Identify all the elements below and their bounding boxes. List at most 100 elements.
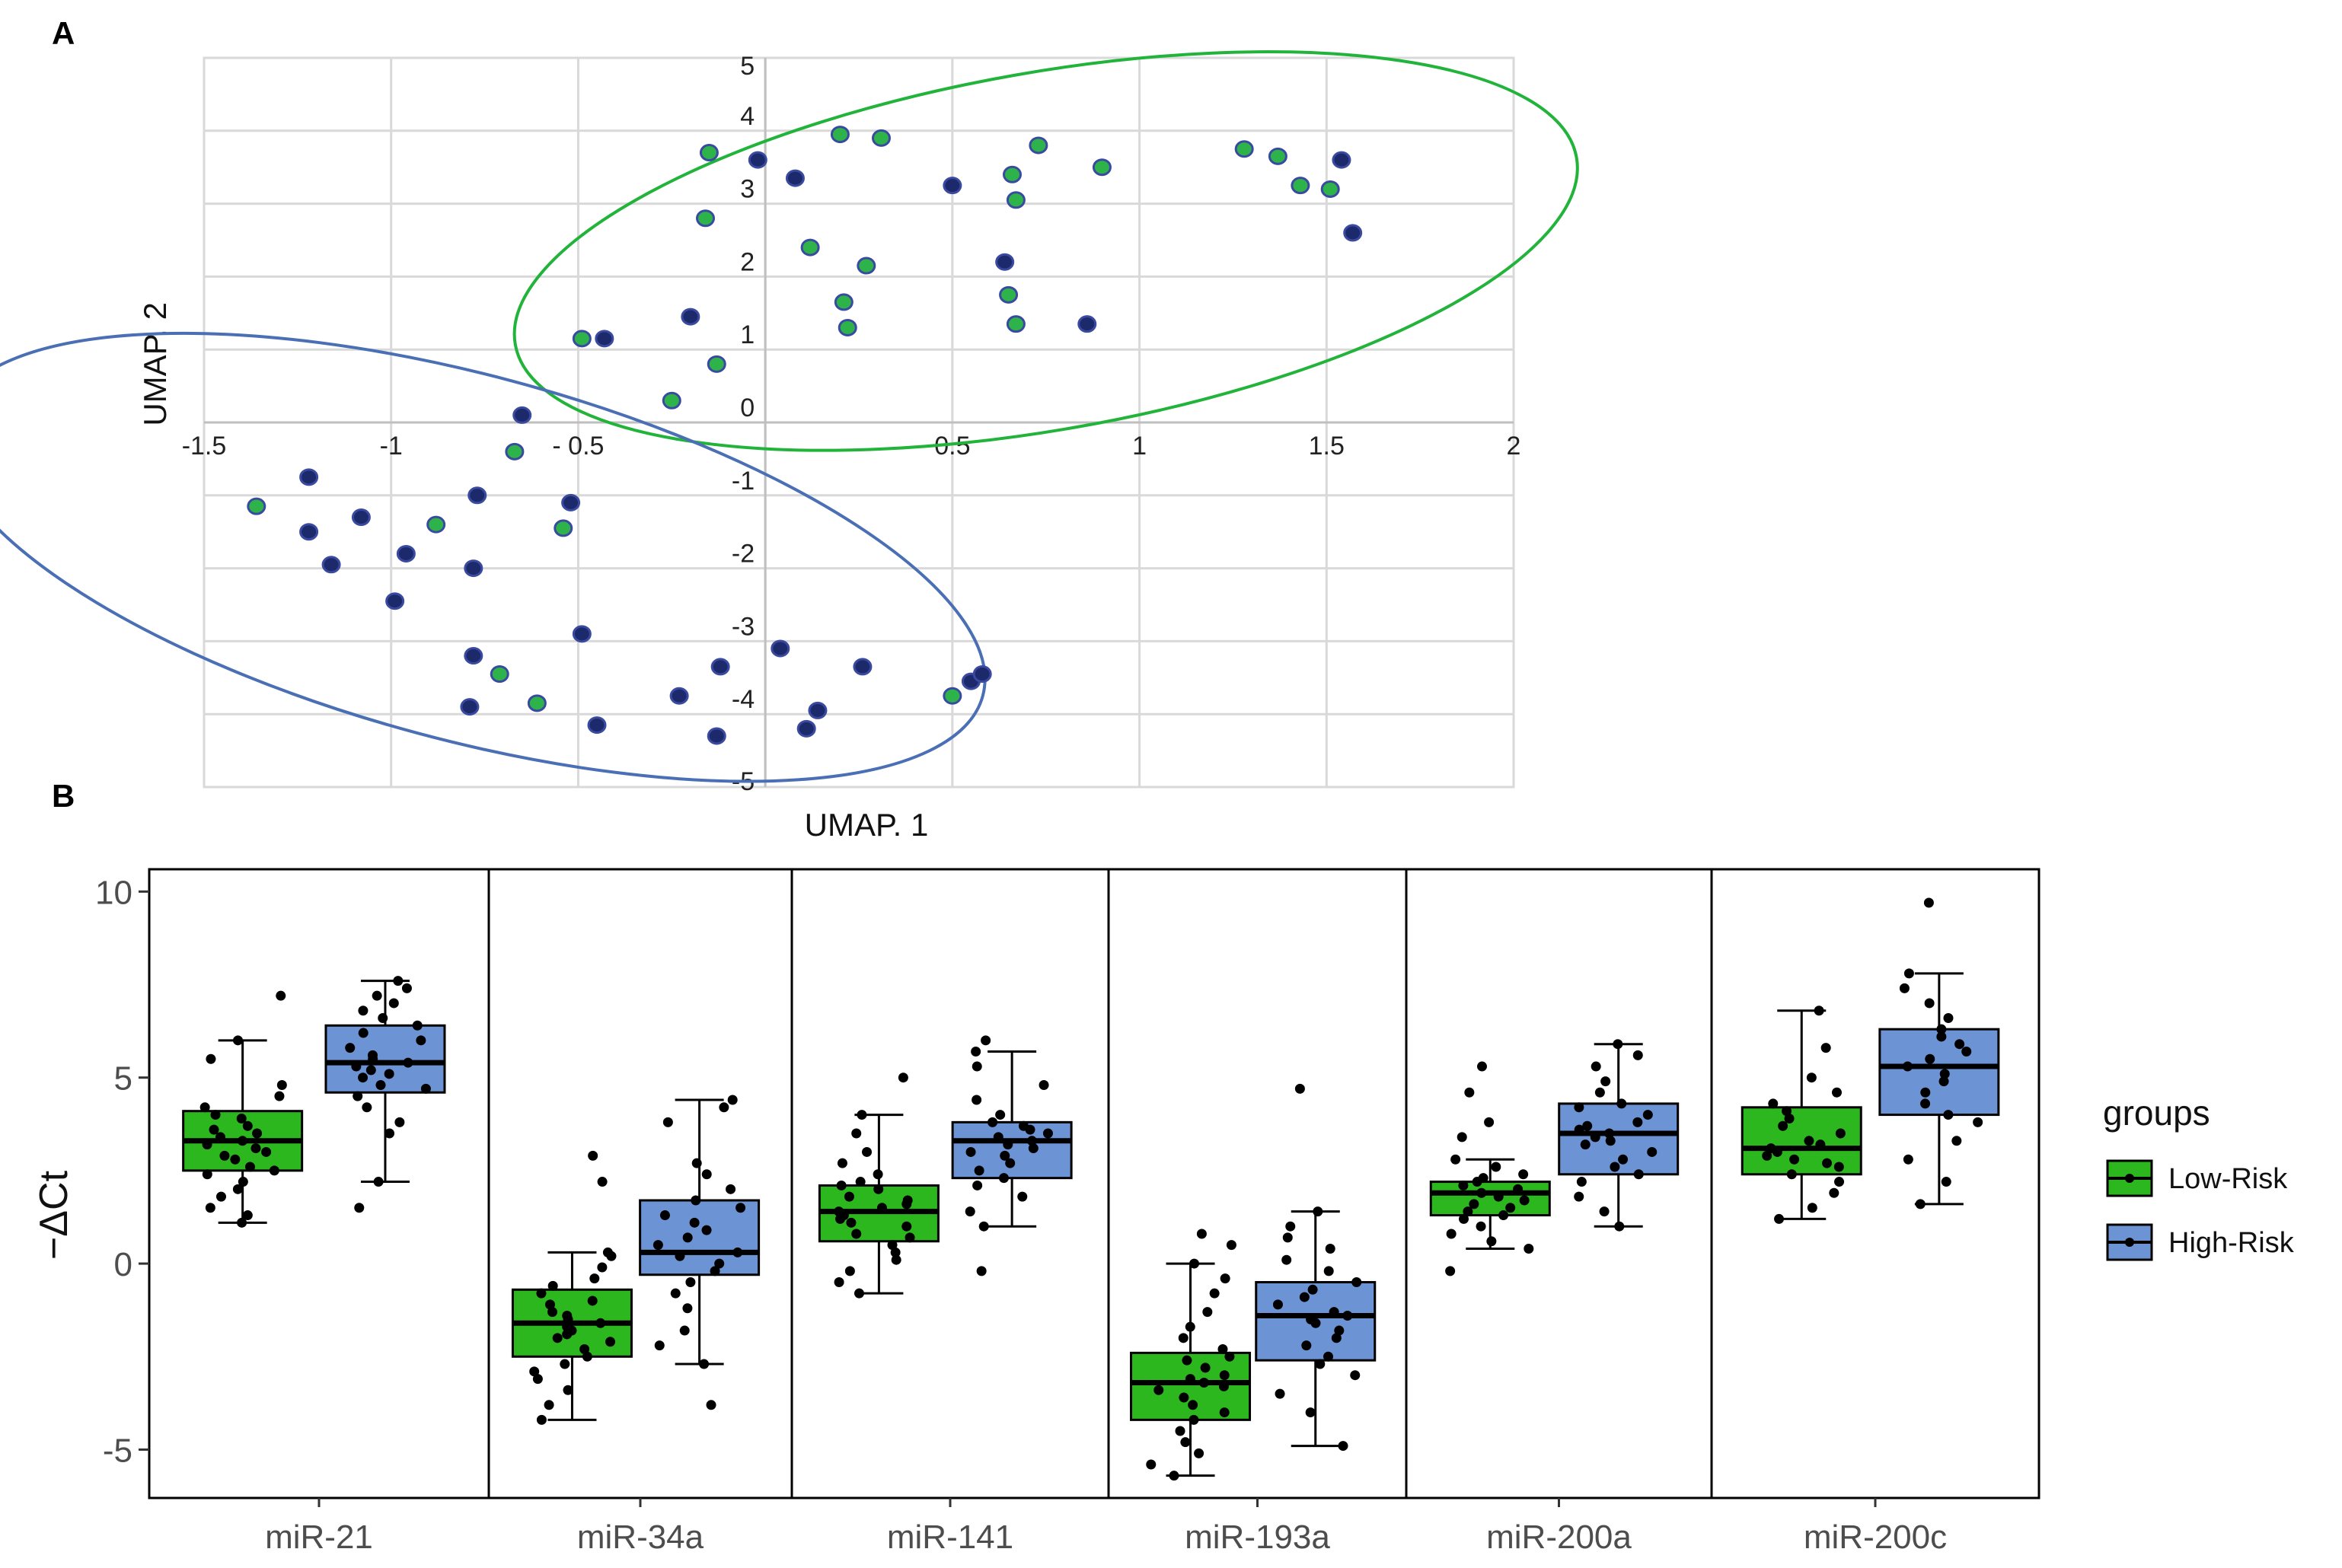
data-point [1778, 1120, 1788, 1131]
y-axis-title: UMAP. 2 [137, 302, 173, 426]
navy-point [771, 639, 790, 658]
data-point [202, 1169, 212, 1180]
data-point [1325, 1244, 1335, 1254]
data-point [1445, 1266, 1456, 1276]
navy-point [681, 308, 700, 326]
data-point [242, 1210, 253, 1221]
data-point [1464, 1087, 1475, 1098]
navy-point [385, 592, 405, 610]
data-point [206, 1053, 216, 1064]
green-point [943, 687, 962, 705]
data-point [659, 1210, 670, 1221]
data-point [1313, 1206, 1323, 1217]
navy-point [512, 406, 532, 424]
navy-point [1077, 315, 1097, 333]
green-point [1268, 147, 1287, 165]
data-point [972, 1180, 983, 1190]
data-point [1342, 1311, 1353, 1321]
data-point [358, 1028, 369, 1038]
data-point [1973, 1117, 1983, 1127]
data-point [237, 1217, 247, 1228]
data-point [1610, 1162, 1620, 1172]
data-point [1305, 1407, 1316, 1418]
navy-point [785, 169, 805, 187]
data-point [384, 1069, 394, 1079]
data-point [1920, 1087, 1931, 1098]
data-point [1831, 1087, 1842, 1098]
data-point [710, 1266, 720, 1276]
data-point [1476, 1221, 1486, 1232]
data-point [1218, 1381, 1229, 1391]
data-point [1153, 1385, 1164, 1395]
data-point [1642, 1110, 1653, 1120]
data-point [1804, 1136, 1814, 1146]
green-point [1006, 191, 1026, 209]
data-point [699, 1359, 710, 1369]
green-point [999, 285, 1019, 304]
data-point [876, 1203, 887, 1213]
data-point [1574, 1191, 1584, 1202]
panel-a-letter: A [52, 15, 75, 51]
data-point [236, 1113, 247, 1123]
data-point [1146, 1459, 1157, 1470]
data-point [887, 1240, 898, 1251]
data-point [1476, 1187, 1487, 1198]
data-point [412, 1020, 423, 1031]
data-point [1028, 1143, 1039, 1154]
data-point [351, 1061, 362, 1072]
green-point [554, 519, 573, 537]
data-point [727, 1095, 738, 1105]
data-point [905, 1232, 915, 1243]
data-point [834, 1206, 844, 1217]
data-point [1026, 1136, 1037, 1146]
data-point [353, 1091, 363, 1101]
x-tick-label: -1.5 [182, 432, 227, 461]
green-point [1234, 140, 1254, 158]
data-point [1505, 1203, 1516, 1213]
data-point [547, 1280, 558, 1291]
data-point [1224, 1351, 1235, 1362]
data-point [1294, 1083, 1305, 1094]
data-point [1580, 1139, 1591, 1150]
y-tick-label: -1 [732, 467, 755, 496]
data-point [862, 1146, 873, 1157]
data-point [1458, 1180, 1469, 1190]
data-point [1169, 1471, 1179, 1481]
data-point [855, 1177, 866, 1187]
data-point [1774, 1213, 1785, 1224]
x-tick-label: miR-200a [1486, 1519, 1632, 1556]
data-point [563, 1385, 573, 1395]
data-point [1899, 983, 1910, 993]
navy-point [1332, 151, 1351, 169]
green-point [1291, 177, 1310, 195]
data-point [1833, 1162, 1844, 1172]
navy-point [464, 559, 483, 578]
data-point [735, 1203, 746, 1213]
navy-point [587, 716, 607, 735]
data-point [375, 1079, 386, 1090]
green-point [696, 209, 716, 228]
navy-point [669, 687, 689, 705]
data-point [242, 1120, 253, 1131]
data-point [1943, 1110, 1954, 1120]
data-point [1820, 1043, 1831, 1053]
data-point [420, 1083, 431, 1094]
data-point [1616, 1098, 1627, 1109]
data-point [1200, 1362, 1211, 1373]
data-point [1306, 1314, 1316, 1324]
navy-point [1343, 224, 1363, 242]
green-point [838, 318, 857, 336]
data-point [252, 1128, 263, 1139]
data-point [1815, 1139, 1826, 1150]
data-point [972, 1061, 982, 1072]
navy-point [748, 151, 767, 169]
data-point [354, 1203, 365, 1213]
data-point [1920, 1098, 1931, 1109]
data-point [532, 1374, 543, 1385]
data-point [1519, 1195, 1530, 1206]
data-point [1789, 1154, 1800, 1165]
data-point [1574, 1124, 1584, 1135]
data-point [691, 1195, 701, 1206]
plot-frame [148, 868, 2040, 1499]
data-point [388, 998, 399, 1009]
